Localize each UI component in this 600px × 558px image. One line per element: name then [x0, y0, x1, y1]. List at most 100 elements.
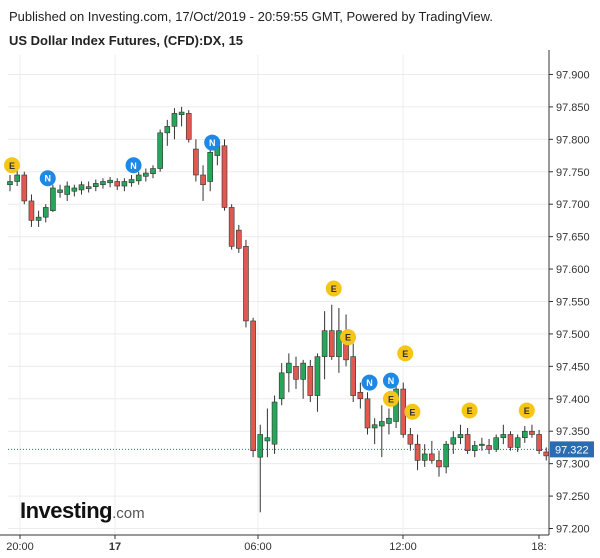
candle-body — [114, 181, 121, 187]
brand-suffix: .com — [112, 505, 145, 522]
event-label: N — [388, 376, 395, 386]
candle-body — [378, 421, 385, 427]
candle-body — [457, 434, 464, 439]
y-tick-label: 97.600 — [556, 264, 590, 276]
y-tick-label: 97.400 — [556, 394, 590, 406]
event-e-icon — [404, 403, 421, 420]
candle-body — [157, 132, 163, 169]
event-n-icon — [39, 170, 56, 187]
candle-body — [171, 113, 178, 127]
candle-body — [464, 434, 471, 451]
candle-body — [121, 181, 128, 187]
y-tick-label: 97.650 — [556, 232, 590, 244]
candle-body — [221, 145, 228, 208]
candle-body — [371, 424, 378, 429]
candle-body — [293, 366, 299, 380]
candle-body — [421, 453, 428, 461]
x-tick-label: 18: — [531, 541, 546, 553]
candle-body — [386, 417, 392, 424]
candles — [7, 106, 550, 513]
y-tick-label: 97.800 — [556, 134, 590, 146]
candle-body — [135, 174, 142, 182]
candle-body — [128, 179, 135, 184]
y-tick-label: 97.700 — [556, 199, 590, 211]
candle-body — [507, 434, 514, 448]
candle-body — [500, 434, 507, 439]
event-label: N — [130, 161, 137, 171]
candle-body — [271, 401, 278, 445]
candle-body — [228, 207, 235, 247]
event-e-icon — [518, 402, 535, 419]
candle-body — [236, 229, 242, 249]
candle-body — [321, 330, 328, 357]
candle-body — [193, 148, 199, 176]
x-tick-label: 20:00 — [6, 541, 34, 553]
published-note: Published on Investing.com, 17/Oct/2019 … — [9, 9, 493, 24]
candle-body — [264, 437, 271, 442]
event-label: N — [209, 138, 216, 148]
candle-body — [307, 366, 314, 396]
x-tick-label: 17 — [109, 541, 121, 553]
candle-body — [107, 179, 113, 184]
event-label: E — [402, 349, 408, 359]
last-price-label: 97.322 — [555, 444, 589, 456]
candle-body — [28, 200, 35, 221]
candle-body — [429, 453, 435, 461]
candle-body — [278, 372, 285, 400]
candle-body — [7, 181, 13, 186]
event-n-icon — [382, 372, 399, 389]
candle-body — [150, 168, 156, 175]
candle-body — [71, 187, 78, 192]
y-tick-label: 97.500 — [556, 329, 590, 341]
candle-body — [543, 451, 550, 457]
candle-body — [450, 437, 457, 445]
y-tick-label: 97.900 — [556, 69, 590, 81]
event-label: E — [524, 406, 530, 416]
event-label: E — [467, 406, 473, 416]
candle-body — [164, 126, 171, 134]
candle-body — [436, 460, 442, 468]
event-e-icon — [325, 280, 342, 297]
y-tick-label: 97.850 — [556, 102, 590, 114]
candle-body — [200, 174, 206, 186]
candle-body — [64, 185, 70, 195]
candle-body — [50, 187, 56, 211]
y-tick-label: 97.750 — [556, 167, 590, 179]
candle-body — [35, 216, 42, 221]
y-tick-label: 97.300 — [556, 459, 590, 471]
event-e-icon — [340, 329, 357, 346]
grid — [8, 55, 549, 535]
candle-body — [486, 445, 492, 450]
candle-body — [328, 330, 335, 357]
candle-body — [93, 183, 99, 187]
candle-body — [57, 189, 63, 193]
candle-body — [250, 320, 256, 451]
candle-body — [314, 356, 321, 396]
investing-logo: Investing.com — [20, 498, 145, 524]
y-tick-label: 97.200 — [556, 524, 590, 536]
candle-body — [479, 443, 485, 446]
y-tick-label: 97.450 — [556, 361, 590, 373]
candle-body — [257, 434, 264, 458]
candle-body — [178, 111, 185, 115]
event-label: N — [366, 378, 373, 388]
event-label: E — [345, 333, 351, 343]
event-label: E — [388, 394, 394, 404]
candle-body — [536, 434, 542, 451]
candle-body — [185, 113, 192, 140]
candle-body — [85, 186, 92, 189]
event-e-icon — [382, 390, 399, 407]
x-tick-label: 06:00 — [244, 541, 272, 553]
candle-body — [529, 430, 535, 435]
candle-body — [471, 445, 478, 451]
last-price-tag — [550, 441, 594, 458]
candle-body — [42, 207, 49, 218]
candle-body — [493, 437, 500, 450]
candle-body — [78, 184, 85, 191]
candle-body — [414, 443, 421, 461]
candle-body — [336, 330, 342, 357]
candle-body — [364, 398, 371, 429]
x-tick-label: 12:00 — [389, 541, 417, 553]
